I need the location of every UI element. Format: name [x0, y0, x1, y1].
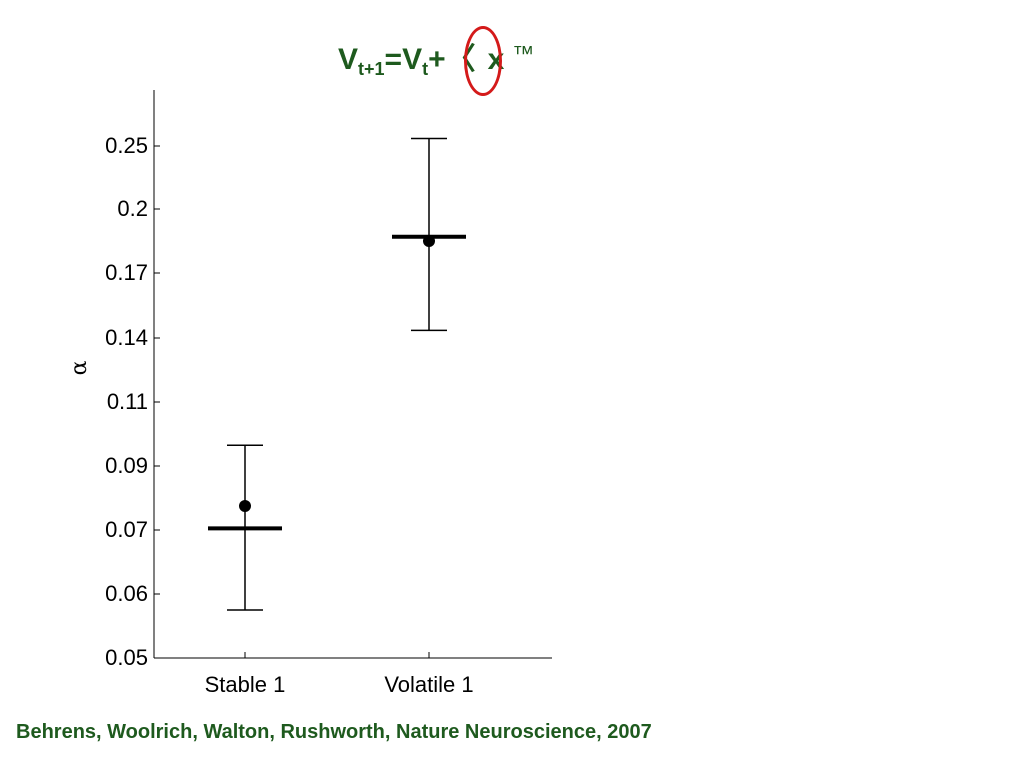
- y-tick-label: 0.14: [105, 325, 148, 350]
- formula-subscript-t: t: [422, 59, 429, 79]
- y-tick-label: 0.25: [105, 133, 148, 158]
- data-point: [239, 500, 251, 512]
- formula-delta-symbol: ™: [512, 41, 535, 66]
- y-tick-label: 0.2: [117, 196, 148, 221]
- data-point: [423, 235, 435, 247]
- x-tick-label: Volatile 1: [384, 672, 473, 697]
- y-tick-label: 0.07: [105, 517, 148, 542]
- red-highlight-ellipse: [464, 26, 502, 96]
- formula-equals-v: =V: [384, 43, 423, 76]
- y-tick-label: 0.11: [107, 389, 148, 414]
- y-axis-label: α: [67, 360, 92, 375]
- y-tick-label: 0.09: [105, 453, 148, 478]
- y-tick-label: 0.05: [105, 645, 148, 670]
- y-tick-label: 0.17: [105, 260, 148, 285]
- formula-subscript-t-plus-1: t+1: [358, 59, 385, 79]
- citation: Behrens, Woolrich, Walton, Rushworth, Na…: [16, 721, 652, 743]
- formula-v: V: [338, 43, 359, 76]
- x-tick-label: Stable 1: [205, 672, 286, 697]
- y-tick-label: 0.06: [105, 581, 148, 606]
